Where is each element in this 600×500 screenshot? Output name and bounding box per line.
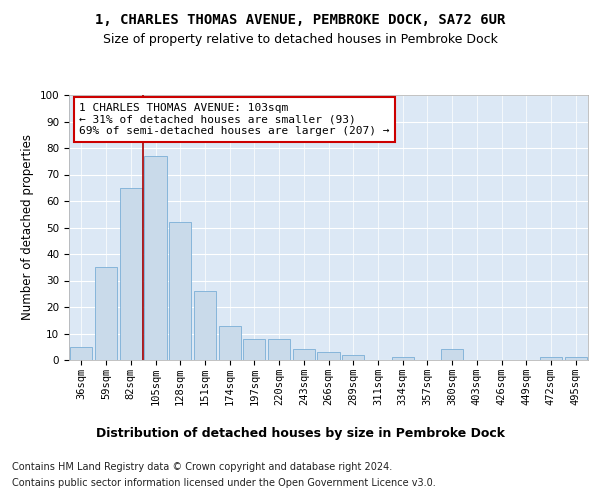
- Bar: [565, 358, 587, 360]
- Bar: [317, 352, 340, 360]
- Bar: [95, 267, 117, 360]
- Text: 1, CHARLES THOMAS AVENUE, PEMBROKE DOCK, SA72 6UR: 1, CHARLES THOMAS AVENUE, PEMBROKE DOCK,…: [95, 12, 505, 26]
- Text: 1 CHARLES THOMAS AVENUE: 103sqm
← 31% of detached houses are smaller (93)
69% of: 1 CHARLES THOMAS AVENUE: 103sqm ← 31% of…: [79, 103, 390, 136]
- Bar: [268, 339, 290, 360]
- Text: Distribution of detached houses by size in Pembroke Dock: Distribution of detached houses by size …: [95, 428, 505, 440]
- Y-axis label: Number of detached properties: Number of detached properties: [21, 134, 34, 320]
- Text: Contains public sector information licensed under the Open Government Licence v3: Contains public sector information licen…: [12, 478, 436, 488]
- Bar: [243, 339, 265, 360]
- Bar: [218, 326, 241, 360]
- Bar: [342, 354, 364, 360]
- Text: Contains HM Land Registry data © Crown copyright and database right 2024.: Contains HM Land Registry data © Crown c…: [12, 462, 392, 472]
- Bar: [169, 222, 191, 360]
- Bar: [441, 350, 463, 360]
- Bar: [119, 188, 142, 360]
- Bar: [145, 156, 167, 360]
- Bar: [540, 358, 562, 360]
- Bar: [194, 291, 216, 360]
- Bar: [293, 350, 315, 360]
- Bar: [70, 347, 92, 360]
- Text: Size of property relative to detached houses in Pembroke Dock: Size of property relative to detached ho…: [103, 32, 497, 46]
- Bar: [392, 358, 414, 360]
